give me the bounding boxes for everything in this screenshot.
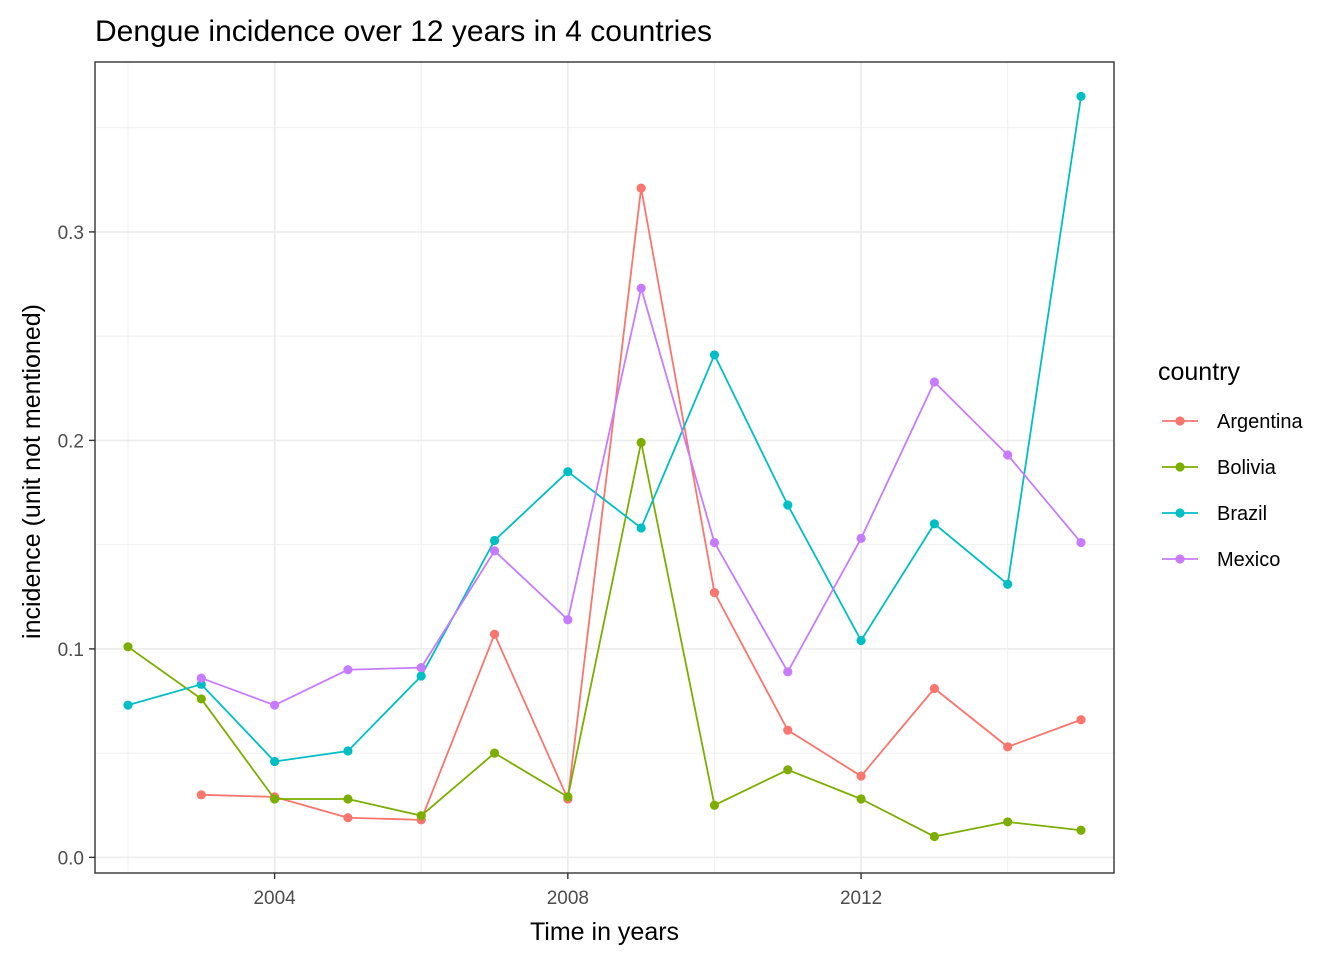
legend-label: Bolivia <box>1217 457 1277 479</box>
data-point-bolivia <box>489 748 500 758</box>
data-point-bolivia <box>1076 825 1086 835</box>
data-point-bolivia <box>856 794 866 804</box>
data-point-bolivia <box>929 831 939 842</box>
plot-panel <box>95 62 1114 873</box>
x-axis: 2004 2008 2012 <box>253 873 882 909</box>
data-point-argentina <box>783 725 793 735</box>
data-point-bolivia <box>563 792 573 802</box>
data-point-brazil <box>1003 579 1013 589</box>
data-point-mexico <box>489 546 500 556</box>
data-point-bolivia <box>416 811 426 821</box>
legend-item-brazil: Brazil <box>1162 503 1267 525</box>
legend-key-point <box>1175 462 1185 472</box>
legend-key-point <box>1175 508 1185 518</box>
data-point-mexico <box>783 667 793 677</box>
data-point-mexico <box>929 377 939 387</box>
data-point-argentina <box>343 813 353 823</box>
data-point-argentina <box>856 771 866 781</box>
data-point-argentina <box>196 790 206 800</box>
x-tick-label: 2012 <box>840 888 882 909</box>
data-point-argentina <box>636 183 646 193</box>
plot-panel-border <box>94 61 1115 874</box>
legend-key-point <box>1175 416 1185 426</box>
data-point-brazil <box>343 746 353 756</box>
data-point-bolivia <box>783 765 793 775</box>
series-mexico <box>196 283 1086 710</box>
data-point-brazil <box>489 535 500 546</box>
gridlines <box>95 62 1114 873</box>
data-point-brazil <box>270 756 280 767</box>
legend-label: Mexico <box>1217 549 1280 571</box>
y-tick-label: 0.3 <box>58 223 84 244</box>
data-point-argentina <box>1003 742 1013 752</box>
series-line-brazil <box>127 96 1082 763</box>
legend-title: country <box>1158 358 1240 386</box>
data-point-mexico <box>709 537 720 548</box>
data-point-argentina <box>709 587 720 598</box>
legend-item-argentina: Argentina <box>1162 411 1303 433</box>
data-point-argentina <box>1076 715 1086 725</box>
data-point-argentina <box>929 683 939 694</box>
data-point-bolivia <box>343 794 353 804</box>
legend-label: Argentina <box>1217 411 1303 433</box>
chart-title: Dengue incidence over 12 years in 4 coun… <box>95 15 712 48</box>
data-point-brazil <box>1076 91 1086 101</box>
y-tick-label: 0.2 <box>58 431 84 452</box>
legend: country Argentina Bolivia Brazil Mexico <box>1158 358 1303 571</box>
data-point-mexico <box>270 700 280 710</box>
y-tick-label: 0.1 <box>58 640 84 661</box>
series-lines <box>123 91 1086 842</box>
data-point-brazil <box>783 500 793 510</box>
data-point-mexico <box>1076 537 1086 548</box>
y-tick-label: 0.0 <box>58 848 84 869</box>
x-tick-label: 2004 <box>253 888 296 909</box>
data-point-bolivia <box>270 794 280 804</box>
data-point-brazil <box>709 350 720 360</box>
data-point-mexico <box>856 533 866 543</box>
data-point-brazil <box>563 467 573 477</box>
series-bolivia <box>123 437 1086 842</box>
plot-background <box>95 62 1114 873</box>
data-point-brazil <box>929 519 939 529</box>
legend-item-mexico: Mexico <box>1162 549 1280 571</box>
data-point-mexico <box>1003 450 1013 460</box>
data-point-mexico <box>563 615 573 625</box>
series-line-bolivia <box>127 441 1082 838</box>
data-point-argentina <box>489 629 500 639</box>
x-tick-label: 2008 <box>547 888 589 909</box>
y-axis-title: incidence (unit not mentioned) <box>18 304 46 639</box>
legend-item-bolivia: Bolivia <box>1162 457 1277 479</box>
data-point-brazil <box>123 700 133 710</box>
y-axis: 0.0 0.1 0.2 0.3 <box>58 223 95 869</box>
data-point-brazil <box>416 671 426 681</box>
data-point-brazil <box>636 523 646 533</box>
data-point-mexico <box>416 663 426 673</box>
data-point-brazil <box>856 635 866 646</box>
data-point-bolivia <box>1003 817 1013 827</box>
series-brazil <box>123 91 1086 767</box>
data-point-bolivia <box>123 642 133 652</box>
data-point-mexico <box>196 673 206 683</box>
data-point-bolivia <box>709 800 720 810</box>
legend-key-point <box>1175 554 1185 564</box>
data-point-mexico <box>636 283 646 293</box>
data-point-mexico <box>343 665 353 675</box>
data-point-bolivia <box>636 437 646 448</box>
x-axis-title: Time in years <box>530 918 679 946</box>
legend-label: Brazil <box>1217 503 1267 525</box>
data-point-bolivia <box>196 694 206 704</box>
